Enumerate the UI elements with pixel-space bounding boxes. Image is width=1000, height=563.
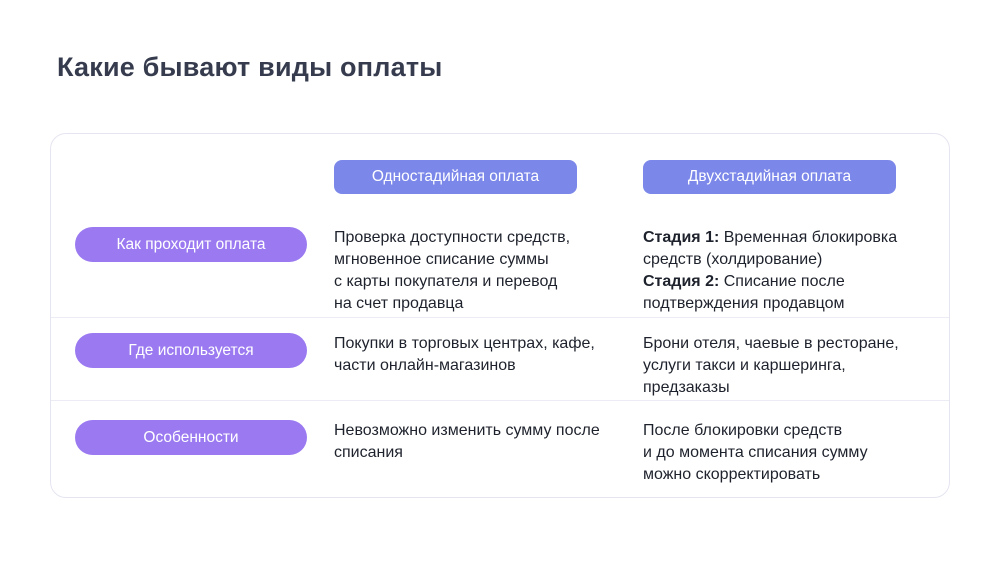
stage-1-segment: Стадия 1: Временная блокировка средств (… <box>643 227 925 271</box>
column-header-two-stage-pill: Двухстадийная оплата <box>643 160 896 194</box>
row-label-cell: Где используется <box>75 333 307 399</box>
stage-1-label: Стадия 1: <box>643 229 720 246</box>
table-row-where-used: Где используется Покупки в торговых цент… <box>51 317 949 400</box>
page-title: Какие бывают виды оплаты <box>57 52 443 82</box>
header-spacer-cell <box>75 160 307 194</box>
cell-where-one-stage: Покупки в торговых центрах, кафе, части … <box>334 335 595 374</box>
row-label-cell: Как проходит оплата <box>75 227 307 315</box>
cell-how-one-stage: Проверка доступности средств, мгновенное… <box>334 229 571 312</box>
row-label-pill-features: Особенности <box>75 420 307 455</box>
cell-features-one-stage: Невозможно изменить сумму после списания <box>334 422 600 461</box>
row-label-pill-how-payment-works: Как проходит оплата <box>75 227 307 262</box>
cell-where-two-stage: Брони отеля, чаевые в ресторане, услуги … <box>643 335 899 396</box>
table-row-how-payment-works: Как проходит оплата Проверка доступности… <box>51 194 949 317</box>
row-label-cell: Особенности <box>75 420 307 486</box>
cell-features-two-stage: После блокировки средств и до момента сп… <box>643 422 868 483</box>
stage-2-label: Стадия 2: <box>643 273 720 290</box>
stage-2-text: Списание после подтверждения продавцом <box>643 273 845 312</box>
header-cell-one-stage: Одностадийная оплата <box>334 160 616 194</box>
stage-2-segment: Стадия 2: Списание после подтверждения п… <box>643 271 925 315</box>
table-row-features: Особенности Невозможно изменить сумму по… <box>51 400 949 497</box>
table-header-row: Одностадийная оплата Двухстадийная оплат… <box>51 134 949 194</box>
cell-how-two-stage: Стадия 1: Временная блокировка средств (… <box>643 227 925 315</box>
stage-1-text: Временная блокировка средств (холдирован… <box>643 229 898 268</box>
row-label-pill-where-used: Где используется <box>75 333 307 368</box>
header-cell-two-stage: Двухстадийная оплата <box>643 160 925 194</box>
payment-types-table: Одностадийная оплата Двухстадийная оплат… <box>50 133 950 498</box>
column-header-one-stage-pill: Одностадийная оплата <box>334 160 577 194</box>
